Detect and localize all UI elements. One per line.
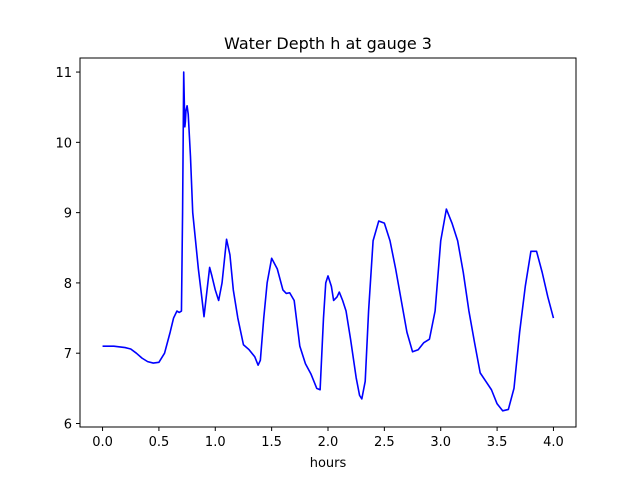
x-tick-label: 2.5 xyxy=(374,435,395,450)
y-axis: 6 7 8 9 10 11 xyxy=(55,66,80,432)
y-tick-label: 11 xyxy=(55,66,72,81)
x-tick-label: 2.0 xyxy=(318,435,339,450)
y-tick-label: 6 xyxy=(64,417,72,432)
x-tick-label: 0.0 xyxy=(92,435,113,450)
plot-frame xyxy=(79,57,577,428)
y-tick-label: 10 xyxy=(55,136,72,151)
y-tick-label: 7 xyxy=(64,347,72,362)
x-tick-label: 0.5 xyxy=(149,435,170,450)
plot-area xyxy=(102,71,555,412)
y-tick-label: 9 xyxy=(64,207,72,222)
x-axis-label: hours xyxy=(310,456,347,471)
x-tick-label: 3.5 xyxy=(487,435,508,450)
x-axis: 0.0 0.5 1.0 1.5 2.0 2.5 3.0 3.5 4.0 xyxy=(92,427,564,450)
x-tick-label: 3.0 xyxy=(430,435,451,450)
x-tick-label: 4.0 xyxy=(543,435,564,450)
series-line xyxy=(102,71,555,412)
x-tick-label: 1.0 xyxy=(205,435,226,450)
chart-title: Water Depth h at gauge 3 xyxy=(224,34,432,53)
x-tick-label: 1.5 xyxy=(261,435,282,450)
y-tick-label: 8 xyxy=(64,277,72,292)
